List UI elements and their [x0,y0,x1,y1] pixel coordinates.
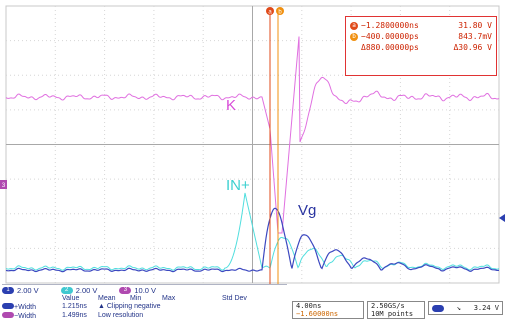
status-panel: 1 2.00 V 2 2.00 V 3 10.0 V Value Mean Min M… [0,284,505,320]
waveform-k [5,36,500,234]
channel-3-ground-marker[interactable]: 3 [0,180,7,189]
cursor-b-row: b −400.00000ps 843.7mV [350,31,492,42]
channel-3-ground-label: 3 [2,183,6,189]
measurement-source-pill [2,312,14,318]
waveforms [5,36,500,273]
channel-2-scale[interactable]: 2 2.00 V [60,285,98,295]
header-std-dev: Std Dev [222,295,247,302]
header-min: Min [130,295,142,302]
channel-1-scale[interactable]: 1 2.00 V [2,286,39,295]
measurement-label: −Width [14,313,36,320]
cursor-a-value: 31.80 V [458,21,492,30]
cursor-a-marker-label: a [268,10,272,16]
channel-1-badge: 1 [2,286,14,294]
channel-ground-marker-right[interactable] [499,214,505,222]
trigger-readout[interactable]: ↘ 3.24 V [428,301,503,315]
graticule [5,5,500,284]
channel-2-badge: 2 [60,286,73,294]
timebase-readout[interactable]: 4.00ns −1.60000ns [292,301,364,319]
cursor-b-value: 843.7mV [458,32,492,41]
channel-3-scale-value: 10.0 V [134,285,157,295]
sample-rate: 2.50GS/s [371,302,405,310]
header-mean: Mean [98,295,116,302]
channel-3-scale[interactable]: 3 10.0 V [119,286,156,295]
cursor-delta-time: Δ880.00000ps [361,43,419,52]
measurement-row[interactable]: −Width 1.499ns Low resolution [2,312,287,321]
acquisition-readout[interactable]: 2.50GS/s 10M points [367,301,425,319]
header-max: Max [162,295,176,302]
measurement-note: ▲ Clipping negative [98,303,161,310]
channel-3-badge: 3 [119,286,132,294]
header-value: Value [62,295,80,302]
timebase-per-div: 4.00ns [296,302,322,310]
measurement-row[interactable]: +Width 1.215ns ▲ Clipping negative [2,303,287,312]
measurement-note: Low resolution [98,312,144,319]
measurement-table: Value Mean Min Max Std Dev +Width 1.215n… [2,295,287,321]
label-vg: Vg [298,202,316,219]
channel-1-scale-value: 2.00 V [17,285,39,295]
cursor-a-marker[interactable]: a [266,7,274,16]
record-length: 10M points [371,310,414,318]
cursor-delta-value: Δ30.96 V [453,43,492,52]
label-k: K [226,97,236,114]
cursor-b-marker[interactable]: b [276,7,284,16]
measurement-label: +Width [14,304,36,311]
waveform-vg [5,207,500,273]
measurement-source-pill [2,303,14,309]
measurement-value: 1.499ns [62,312,87,319]
trigger-level: 3.24 V [473,304,499,312]
channel-scale-row: 1 2.00 V 2 2.00 V 3 10.0 V [2,284,287,295]
cursor-b-icon: b [350,32,358,41]
trigger-slope-icon: ↘ [456,304,461,312]
channel-2-scale-value: 2.00 V [75,285,98,295]
label-in-plus: IN+ [226,177,250,194]
trigger-delay: −1.60000ns [296,310,339,318]
measurement-value: 1.215ns [62,303,87,310]
cursor-b-time: −400.00000ps [361,32,419,41]
measurement-header: Value Mean Min Max Std Dev [2,295,287,303]
cursor-a-row: a −1.2800000ns 31.80 V [350,20,492,31]
cursor-a-icon: a [350,21,358,30]
trigger-source-badge [432,304,444,312]
waveform-in-plus [5,192,500,271]
cursor-delta-row: Δ880.00000ps Δ30.96 V [350,42,492,53]
cursor-readout-panel: a −1.2800000ns 31.80 V b −400.00000ps 843.… [345,16,497,76]
cursor-b-marker-label: b [278,10,282,16]
cursor-a-time: −1.2800000ns [361,21,419,30]
